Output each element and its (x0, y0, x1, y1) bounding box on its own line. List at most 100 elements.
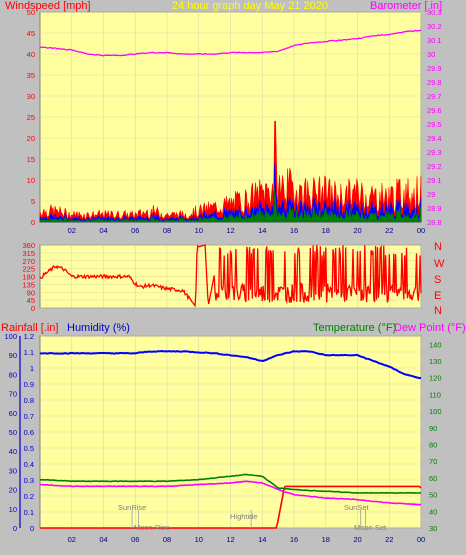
rainfall-tick-label: 0.1 (24, 508, 34, 517)
rainfall-tick-label: 0.2 (24, 492, 34, 501)
direction-tick-label: 360 (22, 241, 35, 250)
hour-tick-label: 22 (385, 226, 393, 235)
barometer-tick-label: 29.4 (427, 134, 442, 143)
hour-tick-label: 16 (290, 226, 298, 235)
rainfall-tick-label: 0.5 (24, 444, 34, 453)
temperature-tick-label: 110 (429, 390, 441, 399)
humidity-tick-label: 40 (9, 447, 17, 456)
hour-tick-label: 10 (195, 226, 203, 235)
temperature-tick-label: 100 (429, 407, 442, 416)
sunset-annotation: SunSet (344, 503, 370, 512)
graph-title: 24 hour graph day May 21 2020 (172, 0, 328, 12)
rainfall-line (40, 485, 422, 529)
compass-n-bottom: N (434, 305, 442, 317)
hour-tick-label: 14 (258, 226, 266, 235)
hour-tick-label: 20 (353, 226, 361, 235)
rainfall-tick-label: 0.6 (24, 428, 34, 437)
windspeed-axis-label: Windspeed [mph] (5, 0, 91, 12)
windspeed-tick-label: 5 (31, 197, 35, 206)
barometer-axis-label: Barometer [.in] (370, 0, 442, 12)
rainfall-tick-label: 0.8 (24, 396, 34, 405)
rainfall-tick-label: 0.9 (24, 380, 34, 389)
humidity-tick-label: 90 (9, 351, 17, 360)
windspeed-tick-label: 40 (27, 50, 35, 59)
humidity-tick-label: 60 (9, 409, 17, 418)
direction-tick-label: 315 (22, 249, 35, 258)
hour-tick-label: 08 (163, 535, 171, 544)
barometer-tick-label: 29.5 (427, 120, 442, 129)
compass-w: W (434, 258, 445, 270)
hour-tick-label: 06 (131, 226, 139, 235)
barometer-tick-label: 29.2 (427, 162, 442, 171)
direction-tick-label: 45 (27, 296, 35, 305)
humidity-tick-label: 10 (9, 505, 17, 514)
humidity-tick-label: 80 (9, 370, 17, 379)
windspeed-tick-label: 45 (27, 29, 35, 38)
barometer-line (39, 29, 422, 57)
hour-tick-label: 00 (417, 535, 425, 544)
temperature-axis-label: Temperature (°F) (313, 322, 396, 334)
temperature-tick-label: 70 (429, 457, 437, 466)
windspeed-gust-area (39, 120, 422, 223)
barometer-tick-label: 30.2 (427, 22, 442, 31)
temperature-tick-label: 120 (429, 374, 442, 383)
hour-tick-label: 04 (99, 226, 107, 235)
humidity-tick-label: 70 (9, 390, 17, 399)
windspeed-tick-label: 15 (27, 155, 35, 164)
barometer-tick-label: 30.1 (427, 36, 442, 45)
moonset-annotation: Moon Set (354, 523, 387, 532)
windspeed-tick-label: 10 (27, 176, 35, 185)
humidity-tick-label: 0 (13, 524, 17, 533)
compass-e: E (434, 290, 441, 302)
windspeed-average-area (39, 162, 422, 223)
hour-tick-label: 12 (226, 226, 234, 235)
hour-tick-label: 00 (417, 226, 425, 235)
windspeed-tick-label: 25 (27, 113, 35, 122)
hour-tick-label: 02 (68, 226, 76, 235)
hour-tick-label: 06 (131, 535, 139, 544)
hour-tick-label: 20 (353, 535, 361, 544)
hightide-annotation: Hightide (230, 512, 258, 521)
humidity-tick-label: 50 (9, 428, 17, 437)
windspeed-tick-label: 30 (27, 92, 35, 101)
barometer-tick-label: 29.7 (427, 92, 442, 101)
rainfall-tick-label: 1.2 (24, 332, 34, 341)
hour-tick-label: 18 (322, 535, 330, 544)
sunrise-annotation: SunRise (118, 503, 146, 512)
barometer-tick-label: 30.3 (427, 8, 442, 17)
temperature-tick-label: 30 (429, 524, 437, 533)
hour-tick-label: 12 (226, 535, 234, 544)
hour-tick-label: 18 (322, 226, 330, 235)
windspeed-tick-label: 0 (31, 218, 35, 227)
dewpoint-line (39, 480, 422, 506)
rainfall-tick-label: 0 (30, 524, 34, 533)
windspeed-tick-label: 35 (27, 71, 35, 80)
temperature-line (39, 473, 421, 495)
compass-s: S (434, 274, 441, 286)
temperature-tick-label: 130 (429, 357, 442, 366)
direction-tick-label: 225 (22, 265, 35, 274)
barometer-tick-label: 29.1 (427, 176, 442, 185)
barometer-tick-label: 28.8 (427, 218, 442, 227)
barometer-tick-label: 29 (427, 190, 435, 199)
barometer-tick-label: 29.9 (427, 64, 442, 73)
windspeed-tick-label: 20 (27, 134, 35, 143)
humidity-axis-label: Humidity (%) (67, 322, 130, 334)
moonrise-annotation: Moon Rise (134, 523, 170, 532)
hour-tick-label: 02 (68, 535, 76, 544)
barometer-tick-label: 30 (427, 50, 435, 59)
barometer-tick-label: 29.8 (427, 78, 442, 87)
humidity-tick-label: 100 (4, 332, 17, 341)
temperature-tick-label: 140 (429, 340, 442, 349)
direction-tick-label: 135 (22, 280, 35, 289)
rainfall-tick-label: 0.3 (24, 476, 34, 485)
humidity-tick-label: 30 (9, 466, 17, 475)
hour-tick-label: 10 (195, 535, 203, 544)
direction-tick-label: 0 (31, 304, 35, 313)
temperature-tick-label: 80 (429, 441, 437, 450)
humidity-tick-label: 20 (9, 486, 17, 495)
temperature-tick-label: 60 (429, 474, 437, 483)
hour-tick-label: 04 (99, 535, 107, 544)
